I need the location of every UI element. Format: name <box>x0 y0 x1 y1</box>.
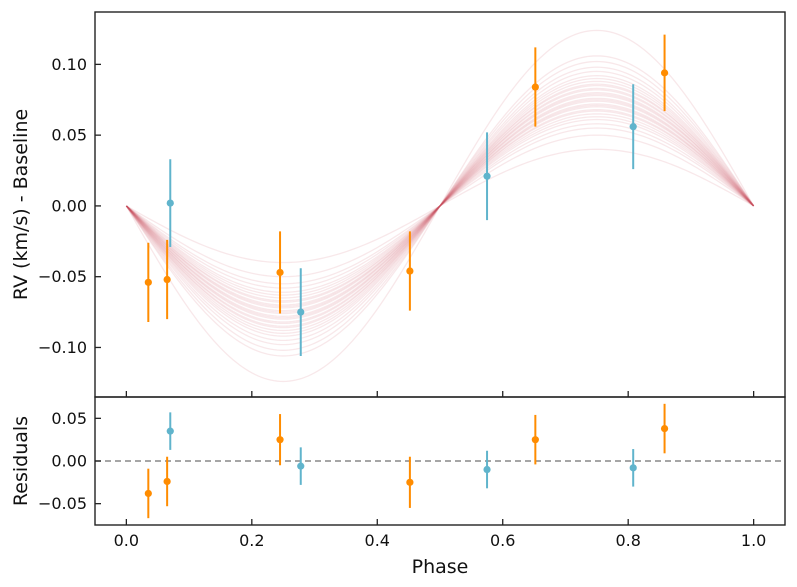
model-curve <box>125 109 755 303</box>
x-axis-label: Phase <box>412 556 469 578</box>
model-curve <box>126 148 754 264</box>
model-curve <box>125 113 755 299</box>
model-curve <box>125 66 755 346</box>
model-curve <box>125 60 755 351</box>
data-point <box>531 83 539 91</box>
x-tick-label: 0.6 <box>490 531 515 550</box>
data-point <box>144 489 152 498</box>
model-curve <box>125 99 755 313</box>
x-tick-label: 0.8 <box>615 531 640 550</box>
data-point <box>166 427 174 435</box>
x-tick-label: 1.0 <box>741 531 766 550</box>
y-tick-label: 0.05 <box>51 126 87 145</box>
x-tick-label: 0.2 <box>239 531 264 550</box>
model-curve <box>125 110 755 302</box>
data-point <box>483 172 491 180</box>
model-curve <box>125 103 755 309</box>
data-point <box>166 199 174 207</box>
model-curve <box>125 89 755 323</box>
model-curve <box>125 83 755 329</box>
plot-frame <box>94 11 786 398</box>
model-curve <box>125 106 755 306</box>
data-point <box>660 424 669 433</box>
model-curve <box>125 97 755 315</box>
data-series <box>144 403 669 519</box>
model-curve <box>125 55 755 357</box>
data-point <box>163 477 171 486</box>
y-tick-label: −0.10 <box>38 338 87 357</box>
data-series <box>166 412 637 489</box>
model-curves <box>125 29 755 383</box>
model-curve <box>125 92 755 320</box>
data-point <box>406 267 414 275</box>
model-curve <box>125 94 755 317</box>
y-tick-label: 0.00 <box>51 196 87 215</box>
rv-panel: −0.10 −0.05 0.00 0.05 0.10 RV (km/s) - Baseli… <box>10 11 786 398</box>
data-point <box>660 69 669 77</box>
model-curve <box>125 70 755 342</box>
data-point <box>276 268 284 277</box>
model-curve <box>125 77 755 334</box>
y-tick-label: 0.05 <box>51 409 87 428</box>
data-point <box>163 275 171 284</box>
data-point <box>297 308 305 316</box>
model-curve <box>125 87 755 325</box>
residuals-panel: −0.05 0.00 0.05 0.0 0.2 0.4 0.6 0.8 1.0 Residuals… <box>10 396 786 578</box>
model-curve <box>125 80 755 332</box>
y-tick-label: −0.05 <box>38 494 87 513</box>
model-curve <box>125 100 755 312</box>
model-curve <box>125 93 755 319</box>
model-curve <box>125 134 755 278</box>
y-axis-label: Residuals <box>10 416 32 506</box>
model-curve <box>125 84 755 327</box>
data-series <box>166 84 637 356</box>
data-point <box>144 278 152 286</box>
x-tick-label: 0.0 <box>114 531 139 550</box>
x-tick-label: 0.4 <box>365 531 390 550</box>
y-tick-label: −0.05 <box>38 267 87 286</box>
data-point <box>276 436 284 444</box>
model-curve <box>125 104 755 308</box>
model-curve <box>125 116 755 296</box>
data-point <box>531 436 539 444</box>
data-point <box>629 464 637 472</box>
data-point <box>297 462 305 470</box>
y-tick-label: 0.10 <box>51 55 87 74</box>
model-curve <box>125 29 755 383</box>
data-point <box>483 465 491 474</box>
model-curve <box>125 118 755 293</box>
data-series <box>144 34 669 322</box>
model-curve <box>125 75 755 337</box>
model-curve <box>125 127 755 285</box>
y-tick-label: 0.00 <box>51 452 87 471</box>
data-point <box>406 478 414 486</box>
data-point <box>629 123 637 131</box>
model-curve <box>125 123 755 289</box>
y-axis-label: RV (km/s) - Baseline <box>10 109 32 300</box>
